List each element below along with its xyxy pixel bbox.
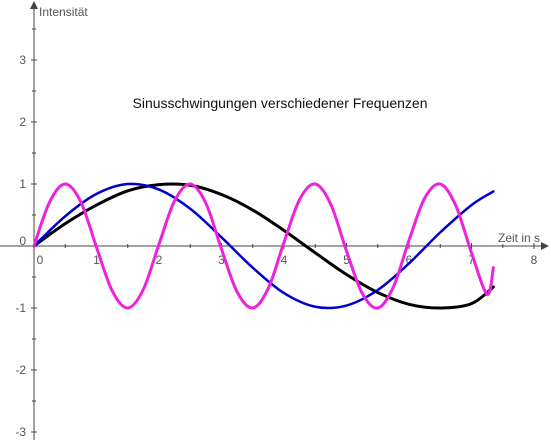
y-tick-label: 2 (19, 115, 26, 129)
series-line-3 (32, 182, 495, 310)
x-tick-label: 0 (37, 253, 44, 267)
y-tick-label: -3 (15, 425, 26, 439)
y-tick-label: 0 (19, 234, 26, 248)
y-tick-label: 1 (19, 177, 26, 191)
x-tick-label: 7 (468, 253, 475, 267)
y-tick-label: -1 (15, 301, 26, 315)
y-axis-arrow (30, 1, 38, 9)
tick-labels: 0 1 2 3 4 5 6 7 8 -3 -2 -1 0 1 2 3 (15, 53, 537, 439)
x-axis-title: Zeit in s (498, 231, 540, 245)
y-tick-label: -2 (15, 363, 26, 377)
x-tick-label: 5 (343, 253, 350, 267)
x-axis-arrow (541, 242, 549, 250)
chart-title: Sinusschwingungen verschiedener Frequenz… (133, 95, 428, 111)
y-tick-label: 3 (19, 53, 26, 67)
x-tick-label: 6 (406, 253, 413, 267)
x-tick-label: 2 (156, 253, 163, 267)
x-tick-label: 8 (531, 253, 538, 267)
series-layer (32, 182, 495, 310)
x-tick-label: 1 (93, 253, 100, 267)
y-axis-title: Intensität (39, 5, 88, 19)
series-line-1 (32, 182, 495, 310)
x-tick-label: 3 (218, 253, 225, 267)
x-tick-label: 4 (281, 253, 288, 267)
series-line-2 (32, 182, 495, 310)
